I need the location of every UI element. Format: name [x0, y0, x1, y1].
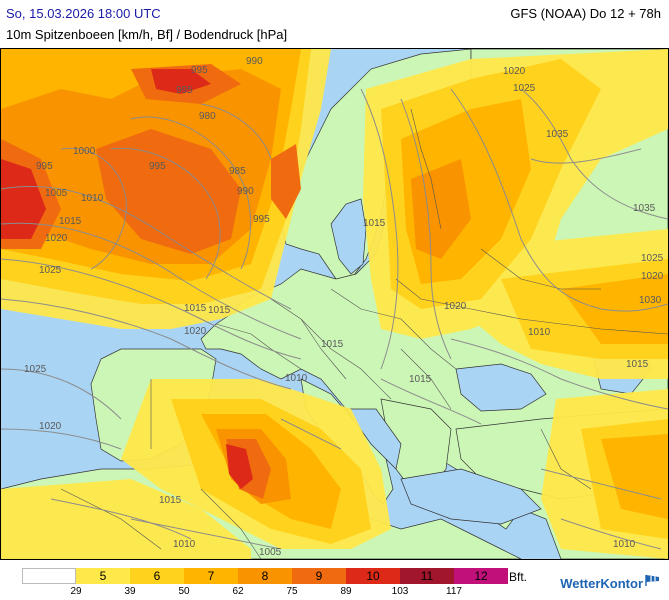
- isobar-label: 995: [176, 85, 193, 96]
- legend-bft-cell: 6: [130, 568, 184, 584]
- isobar-label: 1020: [641, 271, 664, 282]
- isobar-label: 1010: [613, 539, 636, 550]
- isobar-label: 1020: [503, 66, 526, 77]
- legend-kmh-tick: 50: [178, 586, 190, 597]
- legend-bft-cell: 9: [292, 568, 346, 584]
- isobar-label: 1015: [321, 339, 344, 350]
- legend-kmh-tick: 75: [286, 586, 298, 597]
- isobars: [1, 88, 668, 550]
- map-canvas: 995 990 995 980 995 985 1000 990 995 100…: [1, 49, 668, 559]
- isobar-label: 1010: [285, 373, 308, 384]
- isobar-label: 995: [149, 161, 166, 172]
- legend-kmh-tick: 117: [446, 586, 462, 597]
- isobar-label: 1035: [633, 203, 656, 214]
- inland-seas: [330, 198, 652, 525]
- isobar-label: 995: [36, 161, 53, 172]
- legend-unit: Bft.: [509, 570, 528, 584]
- parameter-title: 10m Spitzenboeen [km/h, Bf] / Bodendruck…: [6, 27, 288, 42]
- forecast-datetime: So, 15.03.2026 18:00 UTC: [6, 6, 161, 21]
- legend-kmh-tick: 103: [391, 586, 409, 597]
- isobar-labels: 995 990 995 980 995 985 1000 990 995 100…: [24, 56, 664, 558]
- isobar-label: 1005: [259, 547, 282, 558]
- isobar-label: 1015: [626, 359, 649, 370]
- legend-bft-cell: 12: [454, 568, 508, 584]
- isobar-label: 990: [237, 186, 254, 197]
- legend-kmh-tick: 89: [340, 586, 352, 597]
- legend-bft-cell: 7: [184, 568, 238, 584]
- isobar-label: 1015: [159, 495, 182, 506]
- legend-bft-cell: 8: [238, 568, 292, 584]
- isobar-label: 1000: [73, 146, 96, 157]
- brand-name[interactable]: WetterKontor: [560, 576, 643, 591]
- isobar-label: 995: [191, 65, 208, 76]
- isobar-label: 1025: [24, 364, 47, 375]
- isobar-label: 985: [229, 166, 246, 177]
- isobar-label: 990: [246, 56, 263, 67]
- isobar-label: 1015: [208, 305, 231, 316]
- isobar-label: 1015: [363, 218, 386, 229]
- isobar-label: 1035: [546, 129, 569, 140]
- isobar-label: 995: [253, 214, 270, 225]
- isobar-label: 1020: [184, 326, 207, 337]
- country-borders: [60, 108, 668, 559]
- isobar-label: 1005: [45, 188, 68, 199]
- model-run: GFS (NOAA) Do 12 + 78h: [510, 6, 661, 21]
- isobar-label: 1020: [39, 421, 62, 432]
- legend-bft-cell: 11: [400, 568, 454, 584]
- isobar-label: 1015: [409, 374, 432, 385]
- isobar-label: 1025: [513, 83, 536, 94]
- legend-bft-cell: 10: [346, 568, 400, 584]
- isobar-label: 1025: [641, 253, 664, 264]
- gust-bf10-layer: [1, 69, 253, 489]
- isobar-label: 1030: [639, 295, 662, 306]
- isobar-label: 1020: [444, 301, 467, 312]
- isobar-label: 1015: [59, 216, 82, 227]
- wind-sock-icon: [645, 575, 659, 586]
- isobar-label: 980: [199, 111, 216, 122]
- legend-bft-cell: 5: [76, 568, 130, 584]
- legend-bft-cell: [22, 568, 76, 584]
- isobar-label: 1015: [184, 303, 207, 314]
- isobar-label: 1025: [39, 265, 62, 276]
- isobar-label: 1010: [173, 539, 196, 550]
- isobar-label: 1010: [528, 327, 551, 338]
- legend-kmh-tick: 29: [70, 586, 82, 597]
- weather-map[interactable]: 995 990 995 980 995 985 1000 990 995 100…: [0, 48, 669, 560]
- isobar-label: 1020: [45, 233, 68, 244]
- legend-kmh-tick: 62: [232, 586, 244, 597]
- legend-kmh-tick: 39: [124, 586, 136, 597]
- isobar-label: 1010: [81, 193, 104, 204]
